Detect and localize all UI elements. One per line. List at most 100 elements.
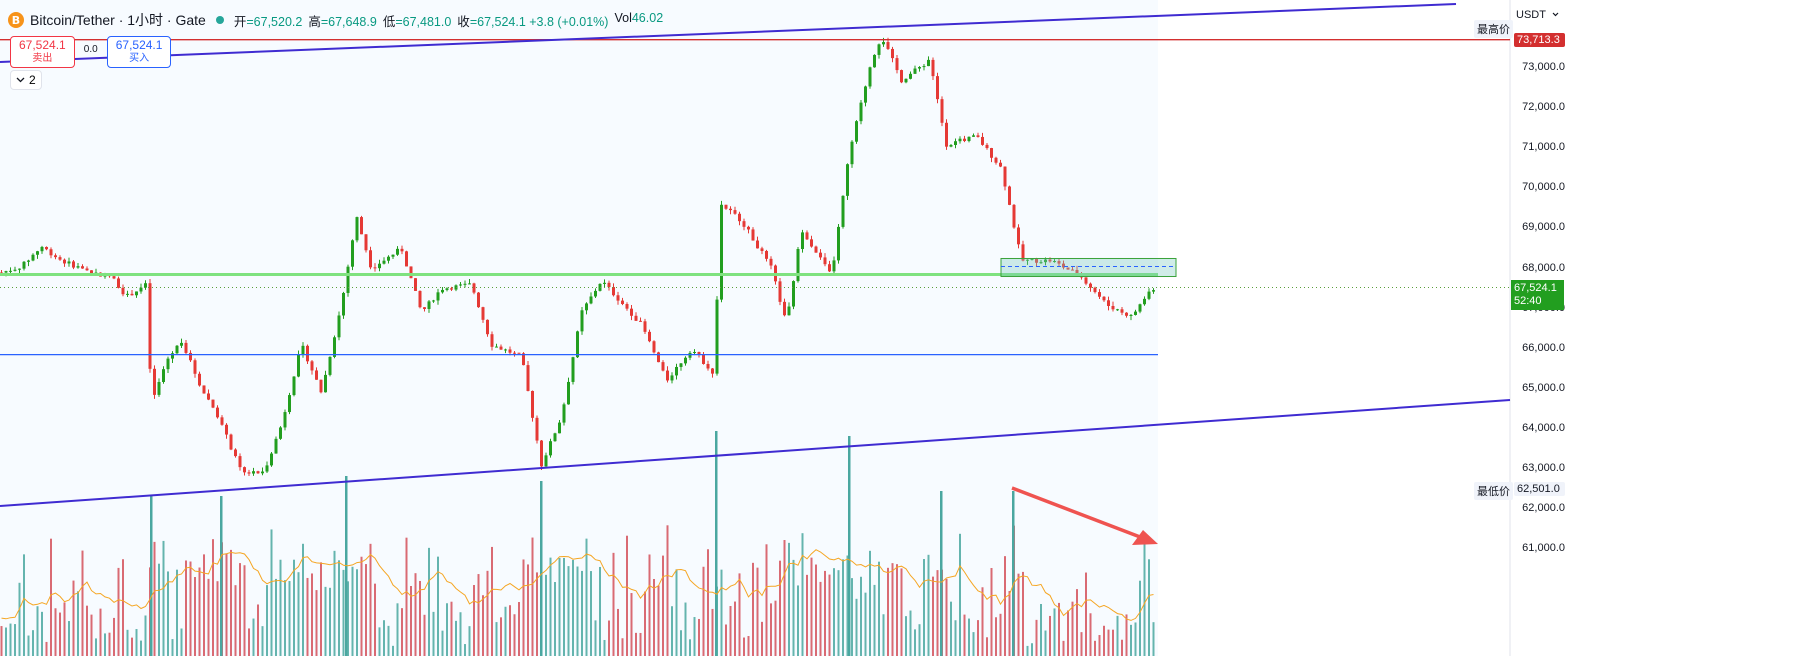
- candle-body: [1057, 261, 1061, 264]
- candle-body: [216, 407, 219, 418]
- candle-body: [585, 303, 588, 311]
- volume-bar: [374, 583, 376, 656]
- volume-bar: [653, 578, 655, 656]
- candle-body: [630, 308, 633, 316]
- dropdown-caret-icon: [1552, 12, 1559, 17]
- candle-body: [706, 363, 710, 369]
- buy-button[interactable]: 67,524.1 买入: [106, 36, 172, 68]
- candle-body: [553, 433, 557, 442]
- volume-bar: [878, 561, 880, 656]
- price-zone-box: [1000, 257, 1177, 278]
- volume-bar: [171, 639, 174, 656]
- candle-body: [711, 368, 714, 374]
- volume-bar: [810, 557, 813, 656]
- volume-bar: [27, 635, 30, 656]
- symbol-title[interactable]: Bitcoin/Tether · 1小时 · Gate: [30, 12, 206, 28]
- sell-price: 67,524.1: [19, 38, 66, 52]
- candle-body: [562, 404, 566, 423]
- volume-bar: [387, 625, 390, 656]
- currency-selector[interactable]: USDT: [1516, 9, 1559, 21]
- candle-body: [931, 59, 935, 77]
- price-axis-tick: 68,000.0: [1522, 261, 1565, 274]
- volume-bar: [437, 556, 439, 656]
- volume-bar: [320, 562, 322, 656]
- sell-button[interactable]: 67,524.1 卖出: [10, 36, 75, 68]
- volume-bar: [225, 553, 228, 656]
- volume-bar: [774, 600, 777, 656]
- candle-body: [922, 66, 926, 68]
- candle-body: [364, 234, 368, 251]
- candle-body: [387, 256, 390, 261]
- candle-body: [243, 467, 246, 473]
- candle-body: [202, 385, 206, 394]
- volume-bar: [500, 617, 502, 656]
- volume-bar: [977, 620, 979, 656]
- volume-bar: [54, 608, 57, 656]
- candle-body: [477, 292, 480, 308]
- candle-body: [513, 352, 516, 354]
- candle-body: [220, 417, 224, 425]
- price-axis-tick: 61,000.0: [1522, 541, 1565, 554]
- candle-body: [310, 361, 314, 371]
- volume-bar: [545, 574, 547, 656]
- volume-bar: [1071, 601, 1074, 656]
- volume-bar: [1040, 604, 1042, 656]
- volume-bar: [981, 587, 984, 656]
- volume-bar: [927, 554, 930, 656]
- future-area: [1158, 0, 1510, 656]
- candle-body: [139, 287, 143, 292]
- volume-bar: [873, 584, 876, 656]
- volume-bar: [203, 554, 205, 656]
- candle-body: [544, 455, 548, 467]
- volume-bar: [815, 564, 817, 656]
- candle-body: [306, 345, 309, 362]
- volume-bar: [729, 605, 732, 656]
- volume-bar: [738, 573, 741, 656]
- candle-body: [927, 59, 930, 67]
- buy-price: 67,524.1: [115, 38, 163, 52]
- volume-bar: [248, 628, 250, 656]
- volume-layer: [0, 431, 1155, 656]
- spread-value: 0.0: [83, 44, 98, 55]
- candle-body: [238, 456, 242, 468]
- candle-body: [940, 99, 944, 123]
- candle-body: [58, 257, 62, 260]
- volume-bar: [806, 574, 808, 656]
- volume-bar: [495, 622, 498, 656]
- candle-body: [40, 246, 44, 252]
- indicator-toggle-button[interactable]: 2: [10, 70, 42, 90]
- volume-bar: [833, 568, 835, 656]
- candle-body: [621, 300, 624, 305]
- volume-bar: [563, 558, 565, 656]
- candle-body: [162, 369, 165, 382]
- candle-body: [859, 102, 863, 122]
- volume-bar: [936, 570, 939, 656]
- low-price-value: 62,501.0: [1514, 482, 1565, 496]
- volume-bar: [689, 639, 691, 656]
- volume-bar: [662, 555, 664, 656]
- volume-bar: [788, 542, 790, 656]
- candle-body: [130, 293, 134, 296]
- candle-body: [85, 268, 89, 271]
- volume-bar: [770, 603, 772, 656]
- volume-bar: [90, 614, 93, 656]
- candle-body: [180, 342, 183, 346]
- volume-spike: [220, 496, 223, 656]
- volume-bar: [261, 626, 264, 656]
- volume-bar: [59, 612, 61, 656]
- candle-body: [765, 250, 768, 259]
- volume-bar: [648, 554, 651, 656]
- volume-bar: [126, 629, 129, 656]
- candle-body: [441, 289, 444, 293]
- candle-body: [1008, 186, 1011, 205]
- volume-bar: [36, 606, 39, 656]
- volume-bar: [207, 578, 210, 656]
- candle-body: [1098, 292, 1101, 297]
- volume-bar: [252, 618, 255, 656]
- candle-body: [985, 144, 989, 149]
- candle-body: [1129, 314, 1133, 316]
- candle-body: [1116, 309, 1119, 311]
- candle-body: [229, 434, 233, 450]
- candle-body: [27, 260, 30, 262]
